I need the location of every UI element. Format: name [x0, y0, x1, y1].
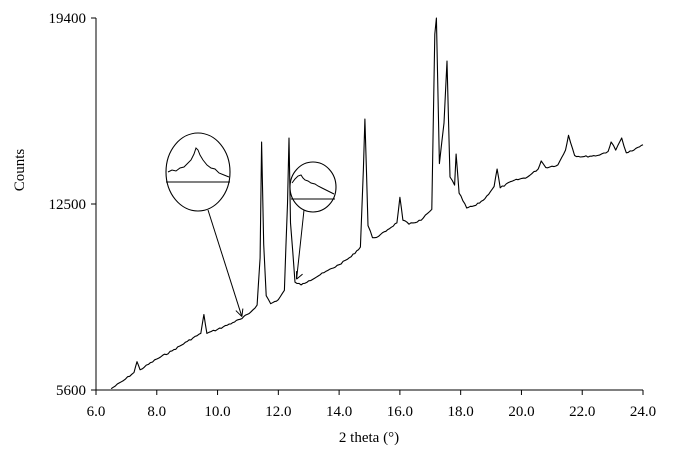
- x-tick-label: 16.0: [387, 404, 413, 420]
- y-tick-label: 5600: [56, 383, 86, 399]
- y-axis-title: Counts: [12, 149, 28, 192]
- y-tick-label: 12500: [49, 197, 87, 213]
- x-tick-label: 20.0: [508, 404, 534, 420]
- inset-shoulder-circle: [289, 161, 337, 213]
- x-tick-label: 6.0: [87, 404, 106, 420]
- inset-shoulder-trace: [291, 174, 335, 195]
- series-layer: [110, 17, 644, 390]
- x-tick-label: 22.0: [569, 404, 595, 420]
- x-ticks: 6.0 8.0 10.0 12.0 14.0 16.0 18.0 20.0 22.0 24.0: [87, 390, 656, 420]
- x-tick-label: 10.0: [204, 404, 230, 420]
- x-tick-label: 18.0: [448, 404, 474, 420]
- x-axis-title: 2 theta (°): [339, 430, 399, 446]
- inset-peak-arrow-head: [235, 308, 244, 317]
- y-tick-label: 19400: [49, 11, 87, 27]
- inset-shoulder-arrow-line: [296, 209, 305, 280]
- x-tick-label: 24.0: [630, 404, 656, 420]
- x-tick-label: 12.0: [265, 404, 291, 420]
- inset-peak-arrow-line: [207, 209, 243, 317]
- axes: [95, 18, 643, 391]
- inset-shoulder-arrow-head: [296, 271, 303, 280]
- x-tick-label: 8.0: [147, 404, 166, 420]
- series-line-0: [110, 17, 644, 390]
- x-tick-label: 14.0: [326, 404, 352, 420]
- inset-peak-trace: [167, 147, 230, 178]
- annotation-layer: [165, 132, 337, 317]
- inset-peak-circle: [165, 132, 231, 212]
- y-ticks: 5600 12500 19400: [49, 11, 96, 399]
